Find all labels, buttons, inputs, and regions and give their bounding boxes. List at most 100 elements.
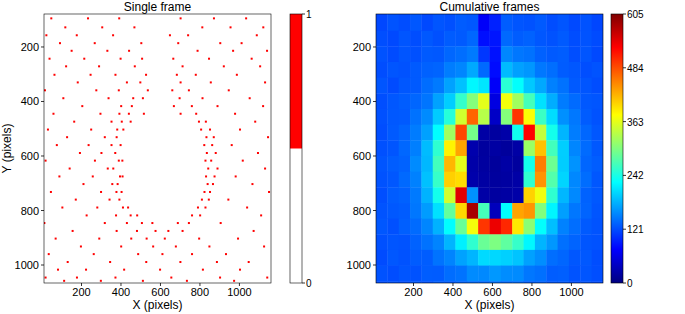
heatmap-cell: [433, 250, 445, 266]
heatmap-cell: [478, 156, 490, 172]
hit-pixel: [260, 214, 262, 216]
heatmap-cell: [501, 250, 513, 266]
hit-pixel: [256, 34, 258, 36]
hit-pixel: [122, 129, 124, 131]
hit-pixel: [201, 26, 203, 28]
x-axis-label: X (pixels): [464, 298, 514, 312]
heatmap-cell: [433, 125, 445, 141]
heatmap-cell: [501, 109, 513, 125]
heatmap-cell: [512, 93, 524, 109]
hit-pixel: [116, 230, 118, 232]
hit-pixel: [152, 245, 154, 247]
heatmap-cell: [444, 62, 456, 78]
heatmap-cell: [399, 250, 411, 266]
hit-pixel: [205, 175, 207, 177]
heatmap-cell: [580, 62, 592, 78]
heatmap-cell: [558, 219, 570, 235]
y-tick-label: 800: [21, 205, 39, 217]
hit-pixel: [112, 168, 114, 170]
heatmap-cell: [421, 109, 433, 125]
heatmap-cell: [421, 156, 433, 172]
heatmap-cell: [455, 172, 467, 188]
heatmap-cell: [535, 14, 547, 31]
hit-pixel: [266, 50, 268, 52]
heatmap-cell: [546, 62, 558, 78]
heatmap-cell: [546, 219, 558, 235]
hit-pixel: [215, 152, 217, 154]
heatmap-cell: [387, 109, 399, 125]
hit-pixel: [109, 199, 111, 201]
hit-pixel: [49, 58, 51, 60]
hit-pixel: [116, 136, 118, 138]
heatmap-cell: [558, 140, 570, 156]
heatmap-cell: [399, 46, 411, 62]
hit-pixel: [173, 105, 175, 107]
hit-pixel: [71, 50, 73, 52]
hit-pixel: [118, 113, 120, 115]
heatmap-cell: [410, 14, 422, 31]
hit-pixel: [207, 183, 209, 185]
heatmap-cell: [490, 62, 502, 78]
hit-pixel: [199, 214, 201, 216]
y-tick-label: 400: [21, 95, 39, 107]
heatmap-cell: [501, 156, 513, 172]
heatmap-cell: [546, 156, 558, 172]
heatmap-cell: [490, 31, 502, 47]
title: Single frame: [124, 0, 192, 14]
hit-pixel: [249, 97, 251, 99]
heatmap-cell: [580, 14, 592, 31]
hit-pixel: [208, 199, 210, 201]
heatmap-cell: [524, 78, 536, 94]
heatmap-cell: [592, 125, 603, 141]
heatmap-cell: [421, 125, 433, 141]
heatmap-cell: [546, 78, 558, 94]
hit-pixel: [191, 253, 193, 255]
heatmap-cell: [490, 203, 502, 219]
hit-pixel: [111, 183, 113, 185]
heatmap-cell: [444, 78, 456, 94]
heatmap-cell: [535, 187, 547, 203]
hit-pixel: [182, 65, 184, 67]
hit-pixel: [209, 129, 211, 131]
hit-pixel: [217, 105, 219, 107]
heatmap-cell: [569, 46, 581, 62]
heatmap-cell: [512, 78, 524, 94]
heatmap-cell: [455, 93, 467, 109]
heatmap-cell: [524, 266, 536, 282]
colorbar-frame: [611, 14, 623, 283]
heatmap-cell: [592, 219, 603, 235]
heatmap-cell: [376, 140, 388, 156]
heatmap-cell: [580, 93, 592, 109]
heatmap-cell: [433, 31, 445, 47]
heatmap-cell: [580, 78, 592, 94]
heatmap-cell: [444, 250, 456, 266]
plot-area: [44, 17, 270, 281]
hit-pixel: [118, 160, 120, 162]
hit-pixel: [128, 50, 130, 52]
y-tick-label: 1000: [15, 259, 39, 271]
hit-pixel: [213, 136, 215, 138]
heatmap-cell: [467, 78, 479, 94]
y-tick: [373, 155, 376, 156]
heatmap-cell: [376, 234, 388, 250]
colorbar-tick-label: 121: [627, 224, 644, 235]
heatmap-cell: [478, 219, 490, 235]
heatmap-cell: [433, 14, 445, 31]
heatmap-cell: [524, 46, 536, 62]
heatmap-cell: [512, 156, 524, 172]
hit-pixel: [268, 191, 270, 193]
heatmap-cell: [558, 109, 570, 125]
y-tick-label: 200: [21, 41, 39, 53]
heatmap-cell: [558, 125, 570, 141]
hit-pixel: [82, 183, 84, 185]
x-tick-label: 800: [191, 286, 209, 298]
heatmap-cell: [569, 125, 581, 141]
heatmap-cell: [410, 234, 422, 250]
heatmap-cell: [569, 78, 581, 94]
hit-pixel: [257, 152, 259, 154]
heatmap-cell: [490, 219, 502, 235]
hit-pixel: [254, 121, 256, 123]
hit-pixel: [131, 105, 133, 107]
heatmap-cell: [512, 266, 524, 282]
hit-pixel: [259, 65, 261, 67]
